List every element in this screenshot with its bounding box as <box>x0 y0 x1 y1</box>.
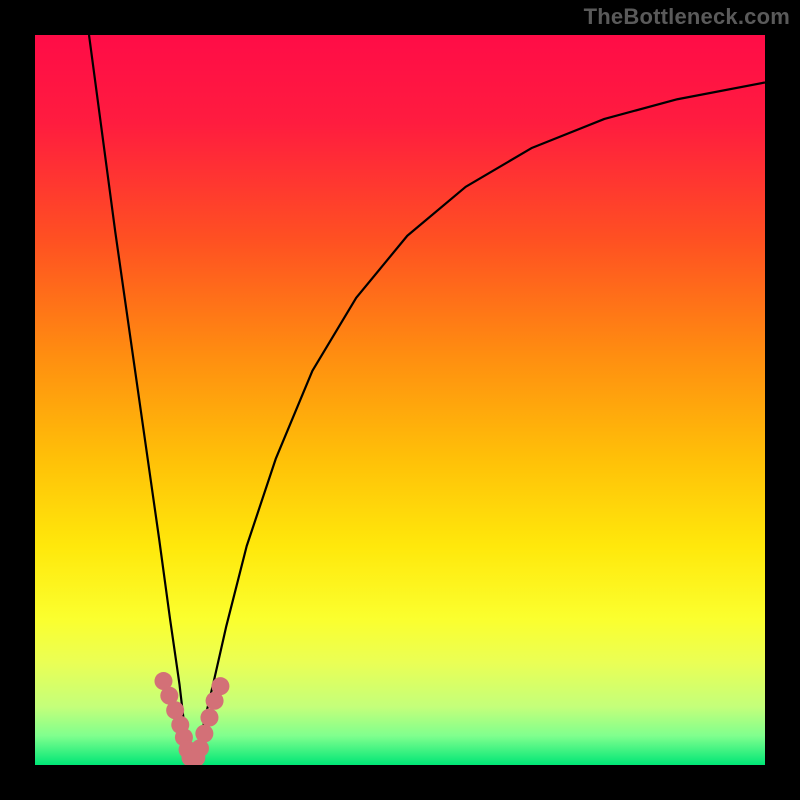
watermark-text: TheBottleneck.com <box>584 4 790 30</box>
minimum-dot <box>211 677 229 695</box>
chart-container: TheBottleneck.com <box>0 0 800 800</box>
plot-background <box>35 35 765 765</box>
bottleneck-chart <box>0 0 800 800</box>
minimum-dot <box>195 725 213 743</box>
minimum-dot <box>200 709 218 727</box>
